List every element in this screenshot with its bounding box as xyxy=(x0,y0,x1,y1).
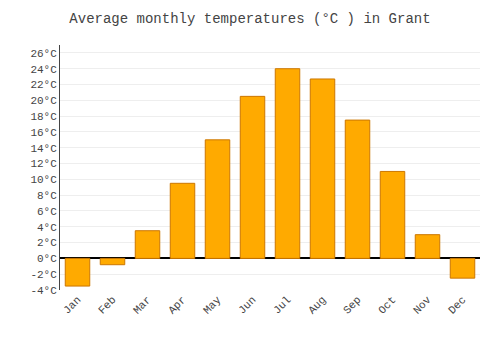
svg-text:Mar: Mar xyxy=(131,294,153,316)
svg-text:-4°C: -4°C xyxy=(30,285,57,297)
svg-text:26°C: 26°C xyxy=(30,48,57,60)
svg-text:4°C: 4°C xyxy=(37,222,57,234)
svg-text:22°C: 22°C xyxy=(30,79,57,91)
svg-text:20°C: 20°C xyxy=(30,95,57,107)
svg-text:14°C: 14°C xyxy=(30,143,57,155)
svg-text:Jan: Jan xyxy=(61,294,83,316)
svg-text:8°C: 8°C xyxy=(37,190,57,202)
svg-text:Oct: Oct xyxy=(376,294,398,316)
svg-text:2°C: 2°C xyxy=(37,237,57,249)
svg-text:Dec: Dec xyxy=(446,294,468,316)
svg-text:16°C: 16°C xyxy=(30,127,57,139)
svg-text:0°C: 0°C xyxy=(37,253,57,265)
svg-text:-2°C: -2°C xyxy=(30,269,57,281)
svg-text:Aug: Aug xyxy=(306,294,328,316)
svg-text:Average monthly temperatures (: Average monthly temperatures (°C ) in Gr… xyxy=(69,11,430,27)
svg-text:10°C: 10°C xyxy=(30,174,57,186)
svg-text:May: May xyxy=(201,294,224,317)
svg-text:Feb: Feb xyxy=(96,294,118,316)
svg-text:18°C: 18°C xyxy=(30,111,57,123)
svg-text:Jul: Jul xyxy=(271,294,293,316)
svg-text:Nov: Nov xyxy=(411,294,434,317)
svg-text:6°C: 6°C xyxy=(37,206,57,218)
svg-text:24°C: 24°C xyxy=(30,64,57,76)
svg-text:12°C: 12°C xyxy=(30,158,57,170)
svg-text:Apr: Apr xyxy=(166,294,188,316)
svg-text:Sep: Sep xyxy=(341,294,363,316)
svg-text:Jun: Jun xyxy=(236,294,258,316)
